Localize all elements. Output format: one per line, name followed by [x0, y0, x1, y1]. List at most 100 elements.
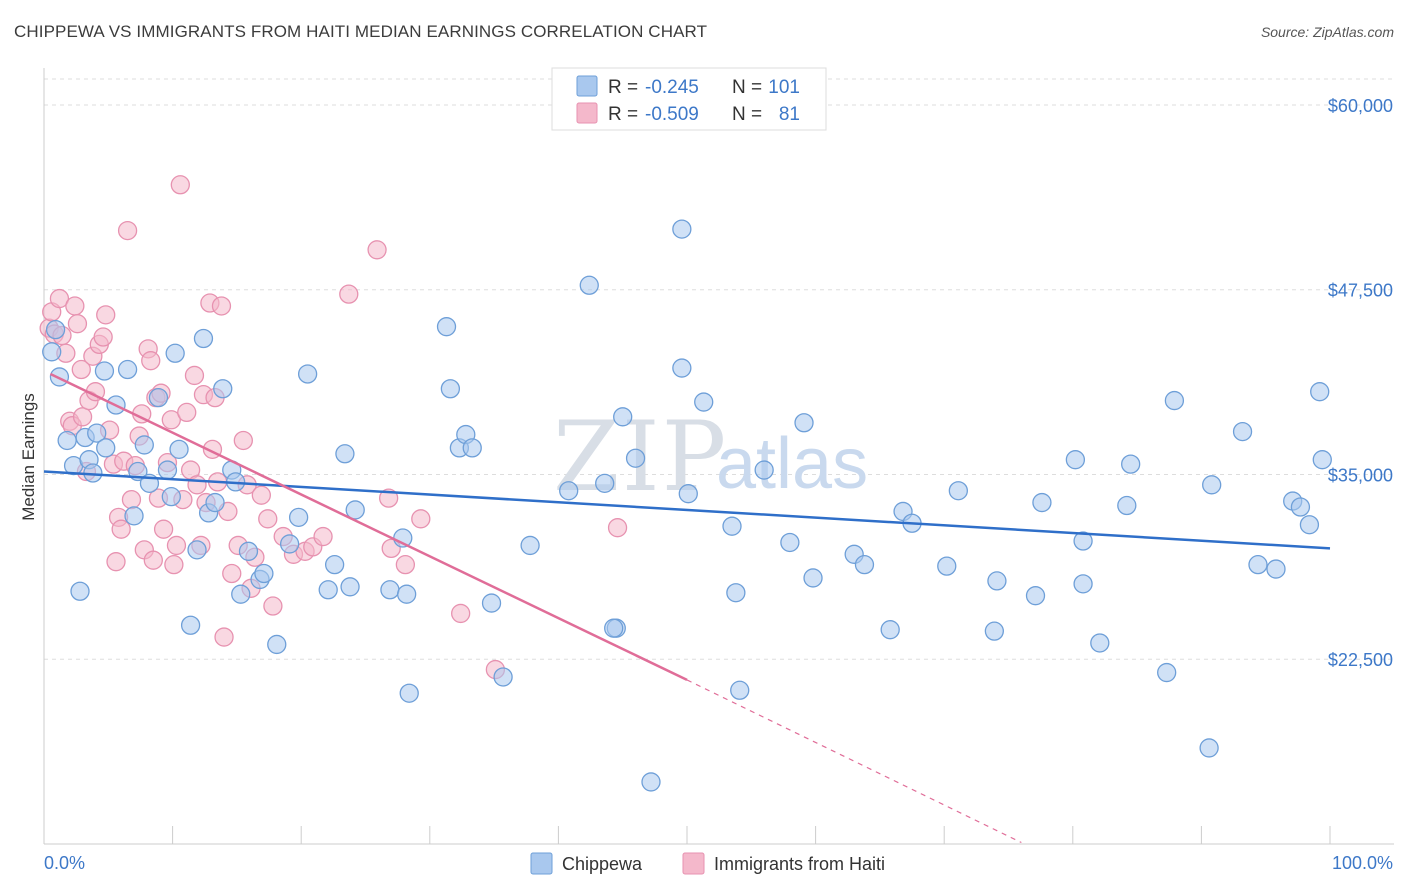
chippewa-point — [380, 580, 400, 600]
chippewa-point — [297, 364, 318, 384]
y-tick-label: $35,000 — [1328, 465, 1393, 485]
grid-lines — [44, 78, 1394, 660]
legend-box — [551, 67, 827, 131]
chippewa-point — [193, 328, 214, 349]
chippewa-point — [397, 584, 417, 604]
bottom-legend-label-chippewa: Chippewa — [562, 854, 643, 874]
chippewa-point — [340, 577, 360, 597]
chippewa-point — [318, 580, 338, 600]
chippewa-point — [288, 507, 309, 527]
chippewa-point — [625, 448, 646, 468]
series-haiti-points — [39, 175, 628, 680]
haiti-point — [96, 305, 116, 325]
chippewa-point — [559, 481, 579, 501]
chippewa-point — [948, 481, 968, 501]
haiti-point — [607, 518, 628, 538]
haiti-point — [258, 509, 278, 529]
chippewa-point — [854, 554, 875, 575]
haiti-point — [263, 596, 283, 616]
chippewa-point — [1090, 633, 1110, 653]
haiti-point — [251, 485, 271, 505]
series-chippewa-points — [42, 219, 1332, 792]
chippewa-point — [180, 615, 201, 635]
chippewa-point — [436, 317, 457, 337]
chippewa-point — [87, 423, 107, 443]
chippewa-point — [1073, 574, 1093, 594]
legend-swatch-haiti — [576, 102, 598, 124]
chippewa-point — [780, 532, 800, 553]
haiti-point — [367, 240, 387, 260]
haiti-point — [339, 284, 359, 304]
chippewa-point — [1164, 390, 1185, 411]
chippewa-trend-line — [43, 470, 1331, 550]
haiti-point — [184, 365, 205, 386]
chippewa-point — [134, 435, 154, 455]
chippewa-point — [117, 359, 138, 380]
haiti-point — [143, 550, 163, 570]
chippewa-point — [279, 534, 300, 554]
legend-r-label-1: R = — [608, 77, 638, 98]
legend-swatch-chippewa — [576, 75, 598, 97]
chippewa-point — [1202, 475, 1222, 495]
haiti-point — [161, 410, 181, 430]
legend-n-value-1: 101 — [768, 77, 800, 98]
haiti-point — [49, 288, 70, 309]
chippewa-point — [148, 387, 169, 408]
chippewa-point — [880, 620, 900, 640]
haiti-point — [93, 327, 113, 347]
chippewa-point — [267, 634, 287, 655]
chippewa-point — [678, 484, 698, 504]
chippewa-point — [1310, 382, 1330, 402]
haiti-point — [111, 519, 131, 539]
legend-n-value-2: 81 — [779, 104, 800, 125]
chippewa-point — [213, 379, 233, 399]
chippewa-point — [722, 516, 742, 536]
stats-legend: R = -0.245 N = 101 R = -0.509 N = 81 — [551, 67, 827, 131]
x-tick-label-max: 100.0% — [1332, 853, 1393, 873]
chippewa-point — [231, 584, 251, 604]
chippewa-point — [493, 667, 513, 687]
chippewa-point — [987, 571, 1007, 591]
watermark: ZIP atlas — [553, 401, 868, 513]
haiti-point — [141, 351, 161, 371]
haiti-point — [177, 402, 197, 423]
chippewa-point — [324, 554, 345, 575]
chippewa-point — [1312, 450, 1332, 470]
chippewa-point — [399, 683, 419, 703]
haiti-point — [164, 554, 184, 575]
y-axis-label: Median Earnings — [19, 393, 38, 521]
series-legend: Chippewa Immigrants from Haiti — [530, 852, 885, 875]
chippewa-point — [1232, 421, 1253, 442]
chippewa-point — [254, 563, 274, 584]
chippewa-point — [45, 319, 66, 340]
haiti-point — [72, 407, 93, 427]
chippewa-point — [1117, 495, 1137, 516]
chippewa-point — [984, 621, 1005, 641]
chippewa-point — [672, 358, 692, 378]
chippewa-point — [1025, 586, 1046, 606]
chippewa-point — [205, 492, 225, 513]
chippewa-point — [694, 392, 714, 412]
chippewa-point — [579, 275, 599, 295]
chippewa-point — [462, 438, 482, 458]
x-tick-label-min: 0.0% — [44, 853, 85, 873]
haiti-point — [233, 430, 253, 451]
y-tick-label: $60,000 — [1328, 96, 1393, 116]
haiti-point — [187, 475, 207, 495]
haiti-point — [65, 296, 85, 316]
haiti-trend-line — [49, 372, 688, 682]
chippewa-point — [157, 460, 178, 480]
chippewa-point — [94, 361, 115, 381]
chippewa-point — [520, 535, 540, 556]
chippewa-point — [754, 460, 774, 480]
haiti-point — [395, 554, 416, 575]
chippewa-point — [161, 486, 181, 507]
legend-r-value-2: -0.509 — [645, 104, 699, 125]
haiti-point — [106, 552, 126, 572]
chippewa-point — [169, 439, 189, 459]
chippewa-point — [1290, 497, 1311, 517]
chippewa-point — [1199, 738, 1219, 758]
chippewa-point — [345, 500, 365, 520]
bottom-legend-swatch-haiti — [682, 852, 705, 875]
